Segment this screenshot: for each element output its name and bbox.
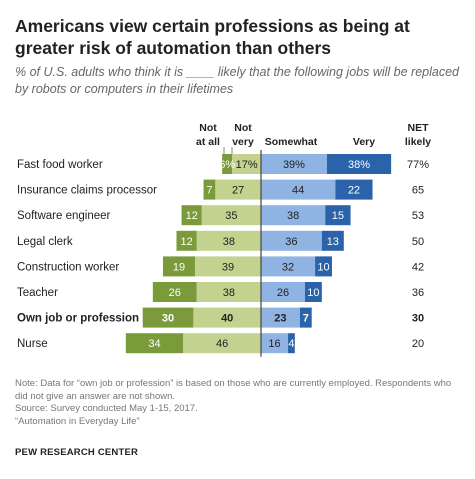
label-not-very: 40 (221, 313, 233, 325)
label-not-very: 27 (232, 185, 244, 197)
chart-notes: Note: Data for “own job or profession” i… (15, 378, 465, 428)
source-text: Source: Survey conducted May 1-15, 2017. (15, 403, 198, 414)
label-net: 36 (412, 287, 424, 299)
label-net: 20 (412, 338, 424, 350)
bar-not-very (193, 307, 261, 328)
category-label: Legal clerk (17, 236, 73, 248)
label-not-very: 17% (236, 159, 258, 171)
report-title: “Automation in Everyday Life” (15, 415, 140, 427)
category-label: Fast food worker (17, 159, 103, 171)
bar-very (321, 230, 344, 251)
label-not-at-all: 34 (148, 338, 160, 350)
note-text: Note: Data for “own job or profession” i… (15, 378, 452, 402)
label-not-very: 35 (225, 210, 237, 222)
bar-very (299, 307, 312, 328)
label-not-very: 38 (223, 236, 235, 248)
bar-not-at-all (181, 205, 202, 226)
header-not-at-all: Not (199, 122, 217, 134)
label-somewhat: 44 (292, 185, 304, 197)
bar-not-at-all (162, 256, 196, 277)
label-net: 53 (412, 210, 424, 222)
chart: Not at all Not very Somewhat Very NET likely Fas… (17, 122, 431, 357)
bar-not-at-all (176, 230, 197, 251)
label-not-very: 46 (216, 338, 228, 350)
label-very: 13 (327, 236, 339, 248)
label-net: 42 (412, 261, 424, 273)
header-somewhat: Somewhat (265, 136, 318, 148)
header-net: NET (408, 122, 430, 134)
bar-somewhat (261, 154, 327, 174)
label-very: 38% (348, 159, 370, 171)
bar-not-very (196, 230, 261, 251)
chart-subtitle: % of U.S. adults who think it is ____ li… (15, 65, 459, 96)
label-very: 4 (288, 338, 294, 350)
label-somewhat: 32 (282, 261, 294, 273)
label-somewhat: 38 (287, 210, 299, 222)
label-very: 22 (348, 185, 360, 197)
bar-not-at-all (222, 154, 233, 174)
bar-very (326, 154, 392, 174)
label-not-at-all: 6% (219, 159, 235, 171)
category-label: Own job or profession (17, 313, 139, 325)
bar-very (335, 179, 373, 200)
bar-somewhat (261, 179, 336, 200)
bar-somewhat (261, 230, 322, 251)
label-very: 10 (317, 261, 329, 273)
bar-very (315, 256, 332, 277)
header-not-at-all: at all (196, 136, 220, 148)
bar-not-at-all (152, 282, 197, 302)
header-net: likely (405, 136, 431, 148)
label-very: 10 (307, 287, 319, 299)
label-somewhat: 16 (268, 338, 280, 350)
label-not-at-all: 7 (206, 185, 212, 197)
category-label: Construction worker (17, 261, 119, 273)
bar-somewhat (261, 205, 326, 226)
label-somewhat: 26 (277, 287, 289, 299)
chart-title: Americans view certain professions as be… (15, 16, 410, 58)
bar-not-very (196, 282, 261, 302)
bar-somewhat (261, 256, 316, 277)
label-very: 7 (303, 313, 309, 325)
label-somewhat: 23 (274, 313, 286, 325)
category-label: Nurse (17, 338, 48, 350)
label-somewhat: 39% (283, 159, 305, 171)
bar-not-at-all (142, 307, 194, 328)
label-not-at-all: 19 (173, 261, 185, 273)
label-somewhat: 36 (285, 236, 297, 248)
header-very: Very (353, 136, 375, 148)
category-label: Teacher (17, 287, 58, 299)
category-label: Software engineer (17, 210, 111, 222)
bar-very (304, 282, 322, 302)
category-label: Insurance claims processor (17, 185, 157, 197)
bar-not-very (201, 205, 261, 226)
bar-somewhat (261, 282, 305, 302)
bar-somewhat (261, 333, 289, 354)
label-very: 15 (332, 210, 344, 222)
bar-very (288, 333, 295, 354)
bar-not-very (232, 154, 261, 174)
bar-not-at-all (125, 333, 184, 354)
label-net: 65 (412, 185, 424, 197)
label-not-at-all: 30 (162, 313, 174, 325)
label-not-at-all: 12 (186, 210, 198, 222)
label-not-at-all: 12 (181, 236, 193, 248)
bar-very (325, 205, 351, 226)
label-not-very: 39 (222, 261, 234, 273)
label-net: 30 (412, 313, 424, 325)
header-not-very: very (232, 136, 254, 148)
label-net: 50 (412, 236, 424, 248)
bar-not-very (195, 256, 261, 277)
bar-not-very (183, 333, 261, 354)
bar-not-at-all (203, 179, 216, 200)
header-not-very: Not (234, 122, 252, 134)
label-not-very: 38 (223, 287, 235, 299)
bar-not-very (215, 179, 261, 200)
organization-label: PEW RESEARCH CENTER (15, 447, 139, 458)
label-not-at-all: 26 (169, 287, 181, 299)
bar-somewhat (261, 307, 300, 328)
label-net: 77% (407, 159, 429, 171)
